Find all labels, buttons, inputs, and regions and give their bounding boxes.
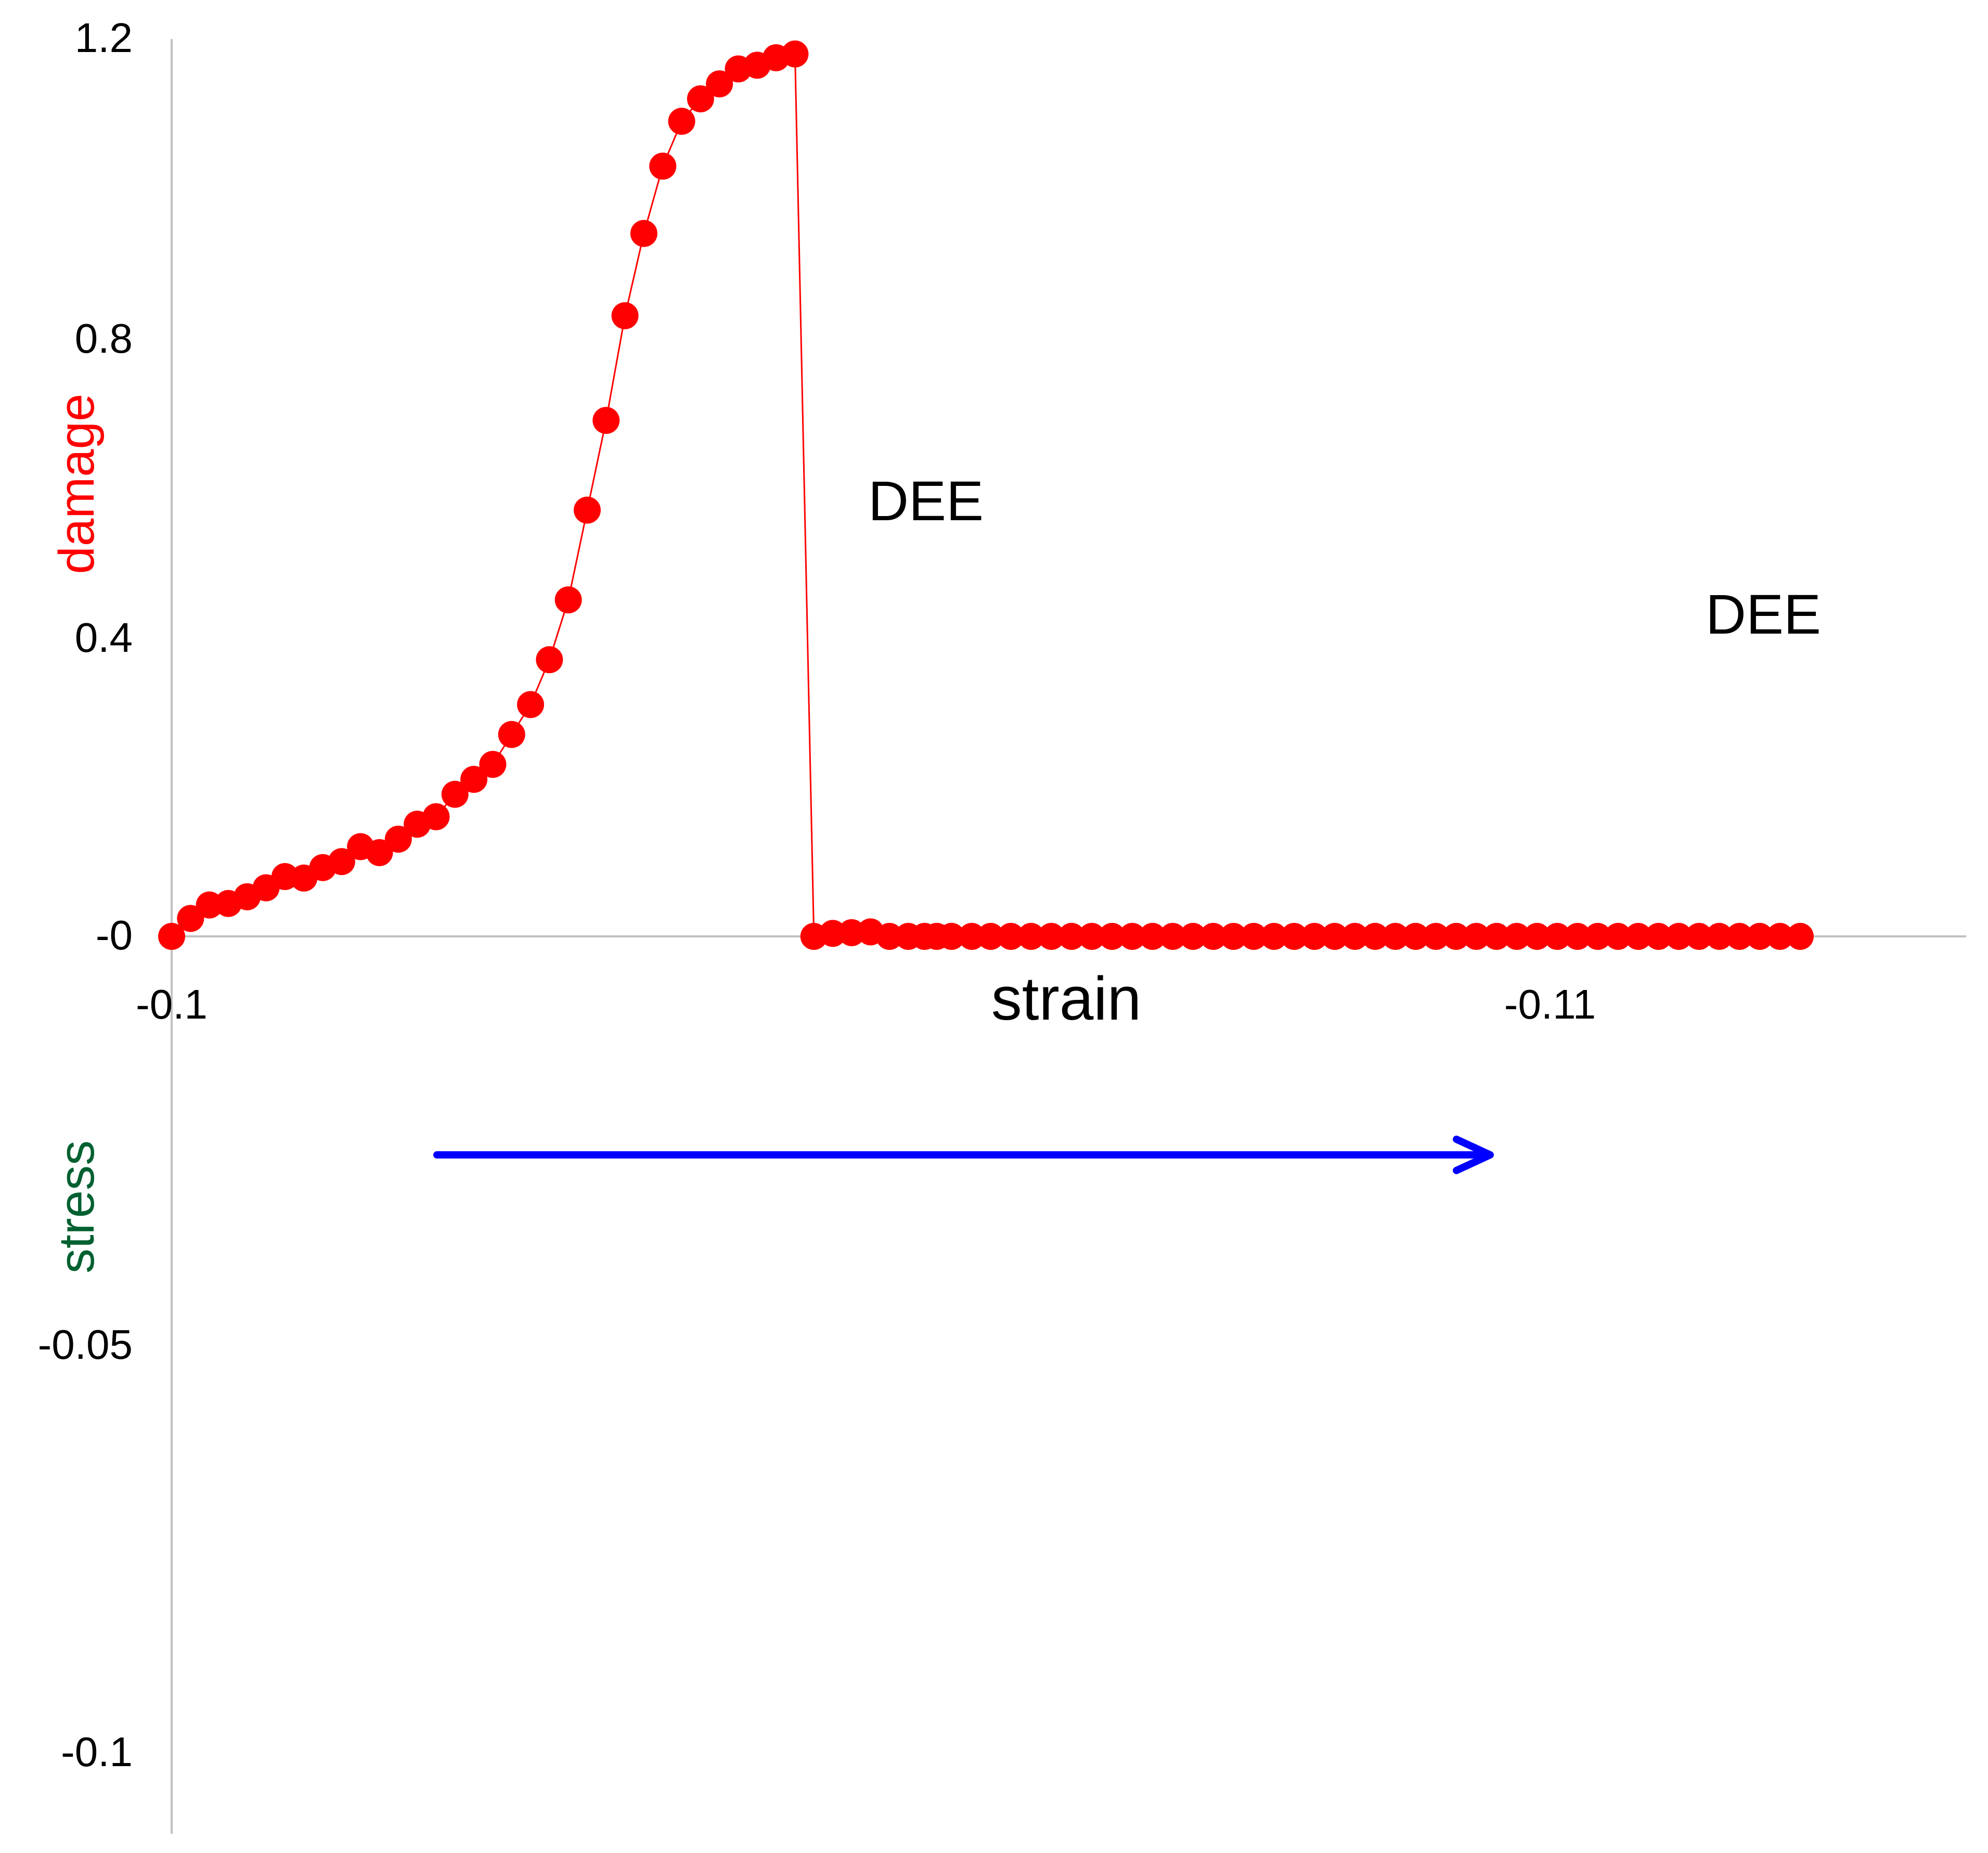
damage-point [1159,923,1186,950]
damage-point [1786,923,1814,950]
damage-point [1422,923,1450,950]
damage-point [1524,923,1551,950]
damage-point [1260,923,1288,950]
damage-point [1726,923,1753,950]
y-tick-label: 0.4 [75,614,133,661]
damage-point [1199,923,1227,950]
damage-point [1099,923,1126,950]
damage-point [554,586,582,614]
damage-point [1118,923,1146,950]
damage-point [1706,923,1733,950]
top-y-tick-labels: 1.2 0.8 0.4 -0 [75,15,133,958]
damage-point [328,848,355,876]
damage-point [1341,923,1369,950]
damage-point [611,302,639,329]
damage-point [1321,923,1349,950]
damage-point [649,152,677,180]
top-x-tick-labels: -0.1 -0.11 [136,981,1596,1027]
damage-point [1624,923,1652,950]
damage-point [498,720,525,748]
damage-point [1361,923,1389,950]
damage-point [1645,923,1672,950]
damage-point [479,751,507,778]
damage-point [1017,923,1045,950]
damage-point [1402,923,1429,950]
damage-point [838,919,866,946]
y-tick-label: -0.05 [38,1321,133,1368]
y-tick-label: 1.2 [75,15,133,61]
damage-point [1179,923,1207,950]
damage-point [687,85,714,112]
damage-point [422,803,450,830]
y-axis-label: stress [49,1140,105,1273]
damage-point [1564,923,1591,950]
damage-point [1139,923,1166,950]
y-tick-label: -0 [96,912,133,958]
y-tick-label: 0.8 [75,315,133,362]
damage-point [592,407,620,434]
annotation-dee: DEE [1706,583,1821,646]
damage-point [977,923,1004,950]
damage-point [517,691,544,718]
damage-point [938,923,965,950]
damage-point [573,496,601,524]
damage-point [1544,923,1571,950]
damage-point [706,70,733,98]
damage-point [1604,923,1632,950]
x-tick-label: -0.11 [1504,981,1596,1027]
damage-point [1240,923,1268,950]
damage-point [1281,923,1308,950]
damage-point [1766,923,1794,950]
damage-series [158,40,1814,950]
damage-point [668,108,695,135]
damage-point [366,839,393,866]
damage-point [1301,923,1328,950]
damage-line [171,53,1800,937]
damage-point [158,923,185,950]
damage-point [1442,923,1470,950]
damage-point [1078,923,1106,950]
damage-point [876,923,903,950]
damage-point [460,766,488,793]
bottom-y-tick-labels: -0.05 -0.1 [38,1321,133,1775]
damage-point [1058,923,1086,950]
damage-point [1220,923,1247,950]
x-axis-label: strain [991,964,1142,1033]
y-tick-label: -0.1 [61,1729,133,1775]
damage-point [1746,923,1774,950]
damage-point [997,923,1025,950]
x-tick-label: -0.1 [136,981,208,1027]
damage-point [177,905,204,932]
damage-point [1463,923,1490,950]
damage-point [1038,923,1065,950]
damage-point [1503,923,1531,950]
damage-point [1685,923,1713,950]
damage-point [384,826,412,853]
damage-point [1382,923,1409,950]
damage-point [958,923,986,950]
damage-point [1665,923,1693,950]
damage-point [1584,923,1611,950]
damage-point [819,920,847,947]
damage-point [441,780,469,808]
damage-point [630,220,657,247]
damage-point [1483,923,1511,950]
annotation-dee: DEE [868,469,984,532]
y-axis-label: damage [49,394,105,574]
damage-point [781,40,809,68]
damage-point [536,646,563,674]
direction-arrow [433,1136,1494,1174]
